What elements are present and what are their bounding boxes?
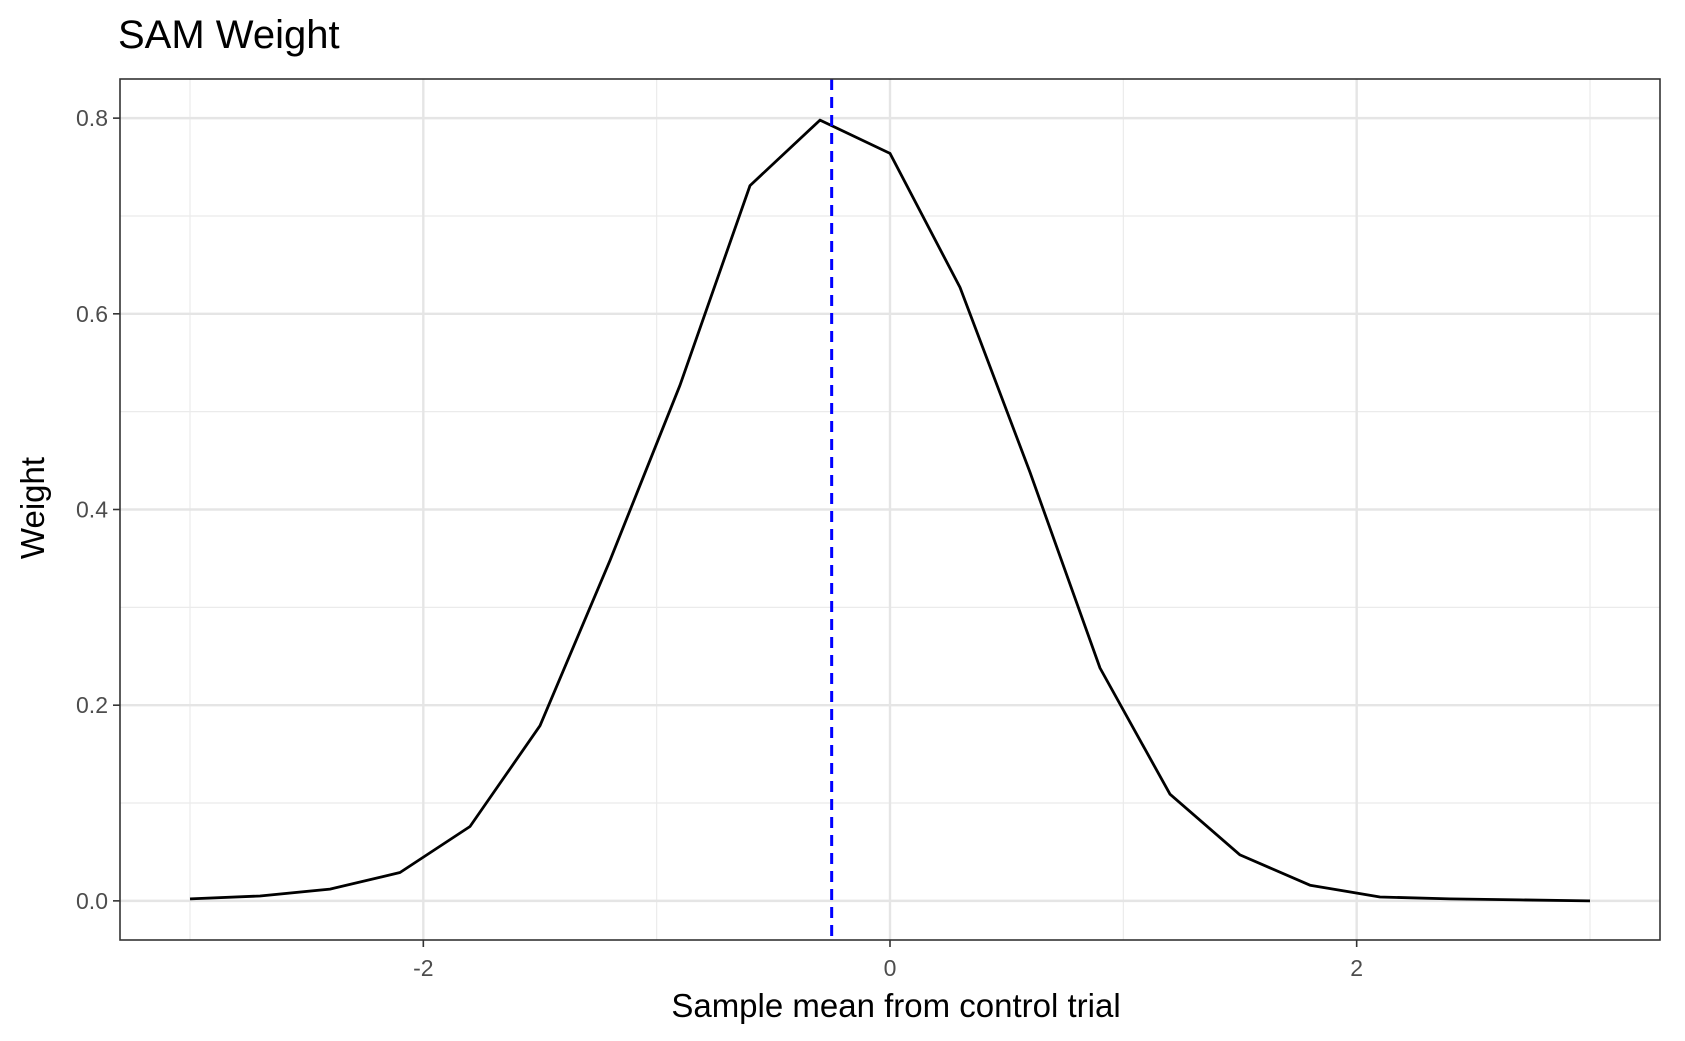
y-tick-label: 0.6 — [76, 301, 108, 327]
plot-panel: -2 0 2 0.0 0.2 0.4 0.6 0.8 — [76, 78, 1661, 981]
y-axis-title: Weight — [14, 457, 51, 559]
x-tick-label: -2 — [413, 955, 433, 981]
chart-title: SAM Weight — [118, 13, 340, 57]
y-tick-label: 0.8 — [76, 105, 108, 131]
x-axis-title: Sample mean from control trial — [671, 987, 1120, 1024]
series-line-0 — [189, 118, 1591, 903]
y-tick-label: 0.2 — [76, 692, 108, 718]
y-tick-label: 0.0 — [76, 888, 108, 914]
y-tick-label: 0.4 — [76, 497, 108, 523]
x-tick-label: 2 — [1350, 955, 1363, 981]
x-tick-label: 0 — [884, 955, 897, 981]
